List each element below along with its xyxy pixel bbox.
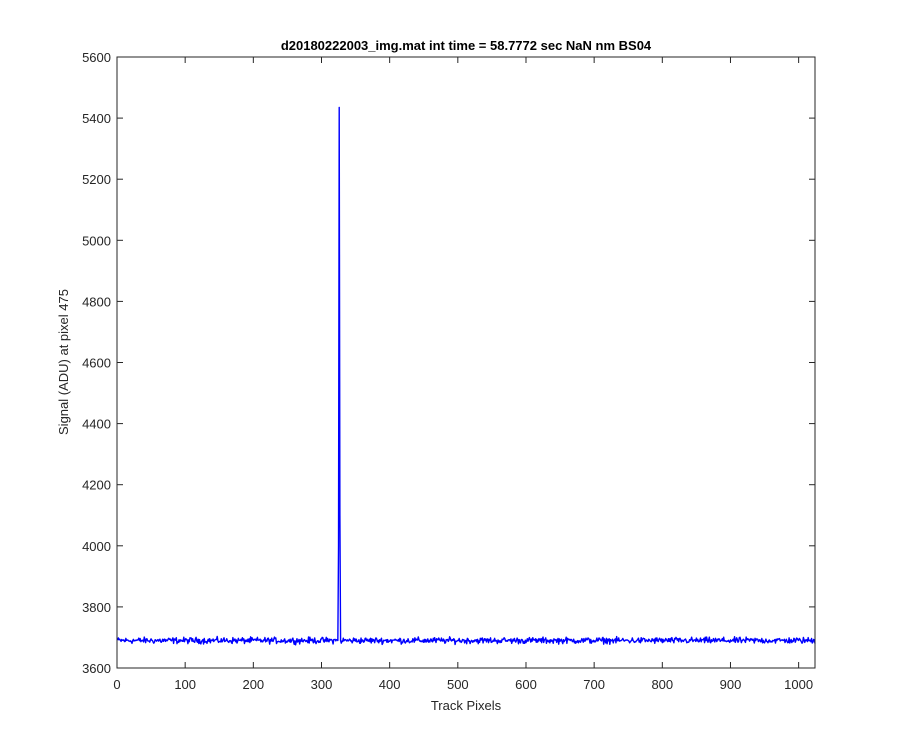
x-tick-label: 100 <box>174 677 196 692</box>
x-tick-label: 1000 <box>784 677 813 692</box>
y-tick-label: 5600 <box>82 50 111 65</box>
y-tick-label: 5400 <box>82 111 111 126</box>
y-tick-label: 4600 <box>82 356 111 371</box>
x-tick-label: 0 <box>113 677 120 692</box>
signal-series-line <box>117 106 816 646</box>
y-tick-label: 5000 <box>82 233 111 248</box>
x-tick-label: 600 <box>515 677 537 692</box>
y-tick-label: 4800 <box>82 294 111 309</box>
y-tick-label: 5200 <box>82 172 111 187</box>
y-tick-label: 3600 <box>82 661 111 676</box>
y-tick-label: 3800 <box>82 600 111 615</box>
x-axis-label: Track Pixels <box>431 698 502 713</box>
x-tick-label: 200 <box>242 677 264 692</box>
x-tick-label: 400 <box>379 677 401 692</box>
x-tick-label: 800 <box>651 677 673 692</box>
y-tick-label: 4000 <box>82 539 111 554</box>
chart-title: d20180222003_img.mat int time = 58.7772 … <box>281 38 652 53</box>
y-tick-label: 4400 <box>82 417 111 432</box>
axis-ticks: 0 100 200 300 400 500 600 700 800 900 1000 3600 3800… <box>82 50 815 692</box>
y-axis-label: Signal (ADU) at pixel 475 <box>56 289 71 435</box>
x-tick-label: 700 <box>583 677 605 692</box>
series-layer <box>117 106 816 646</box>
x-tick-label: 900 <box>720 677 742 692</box>
x-tick-label: 300 <box>311 677 333 692</box>
plot-area <box>116 56 816 669</box>
y-tick-label: 4200 <box>82 478 111 493</box>
x-tick-label: 500 <box>447 677 469 692</box>
